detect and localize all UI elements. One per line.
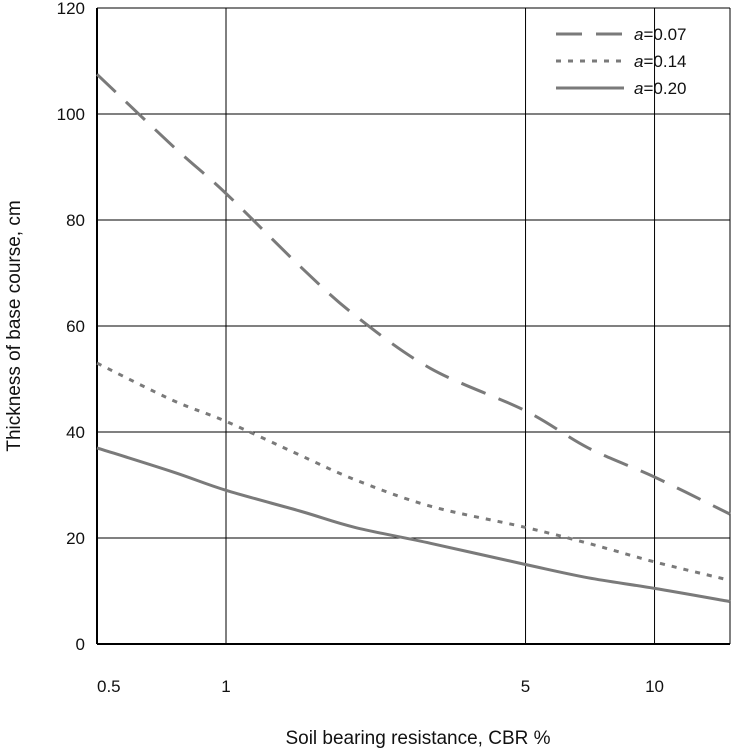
tick-labels: 0 20 40 60 80 100 120 0.5 1 5 10 (57, 0, 664, 696)
y-tick-label: 60 (66, 317, 85, 336)
series-line-1 (95, 73, 731, 516)
series-line-2 (96, 361, 731, 582)
legend: a=0.07a=0.14a=0.20 (556, 25, 686, 98)
legend-label-variable: a (634, 52, 643, 71)
y-axis-title: Thickness of base course, cm (4, 200, 25, 451)
y-tick-label: 100 (57, 105, 85, 124)
legend-label-value: =0.14 (643, 52, 686, 71)
series-layer (95, 73, 731, 604)
x-tick-label: 1 (221, 677, 230, 696)
legend-label: a=0.20 (634, 79, 686, 98)
y-tick-label: 40 (66, 423, 85, 442)
legend-label: a=0.14 (634, 52, 686, 71)
legend-label-value: =0.20 (643, 79, 686, 98)
x-axis-title: Soil bearing resistance, CBR % (285, 728, 550, 749)
series-line-3 (96, 446, 731, 604)
legend-label-variable: a (634, 25, 643, 44)
legend-label-value: =0.07 (643, 25, 686, 44)
x-tick-label: 5 (521, 677, 530, 696)
legend-label-variable: a (634, 79, 643, 98)
y-tick-label: 120 (57, 0, 85, 18)
y-tick-label: 0 (76, 635, 85, 654)
legend-label: a=0.07 (634, 25, 686, 44)
x-tick-label: 0.5 (97, 677, 121, 696)
y-tick-label: 20 (66, 529, 85, 548)
x-tick-label: 10 (645, 677, 664, 696)
y-tick-label: 80 (66, 211, 85, 230)
grid (96, 7, 731, 645)
